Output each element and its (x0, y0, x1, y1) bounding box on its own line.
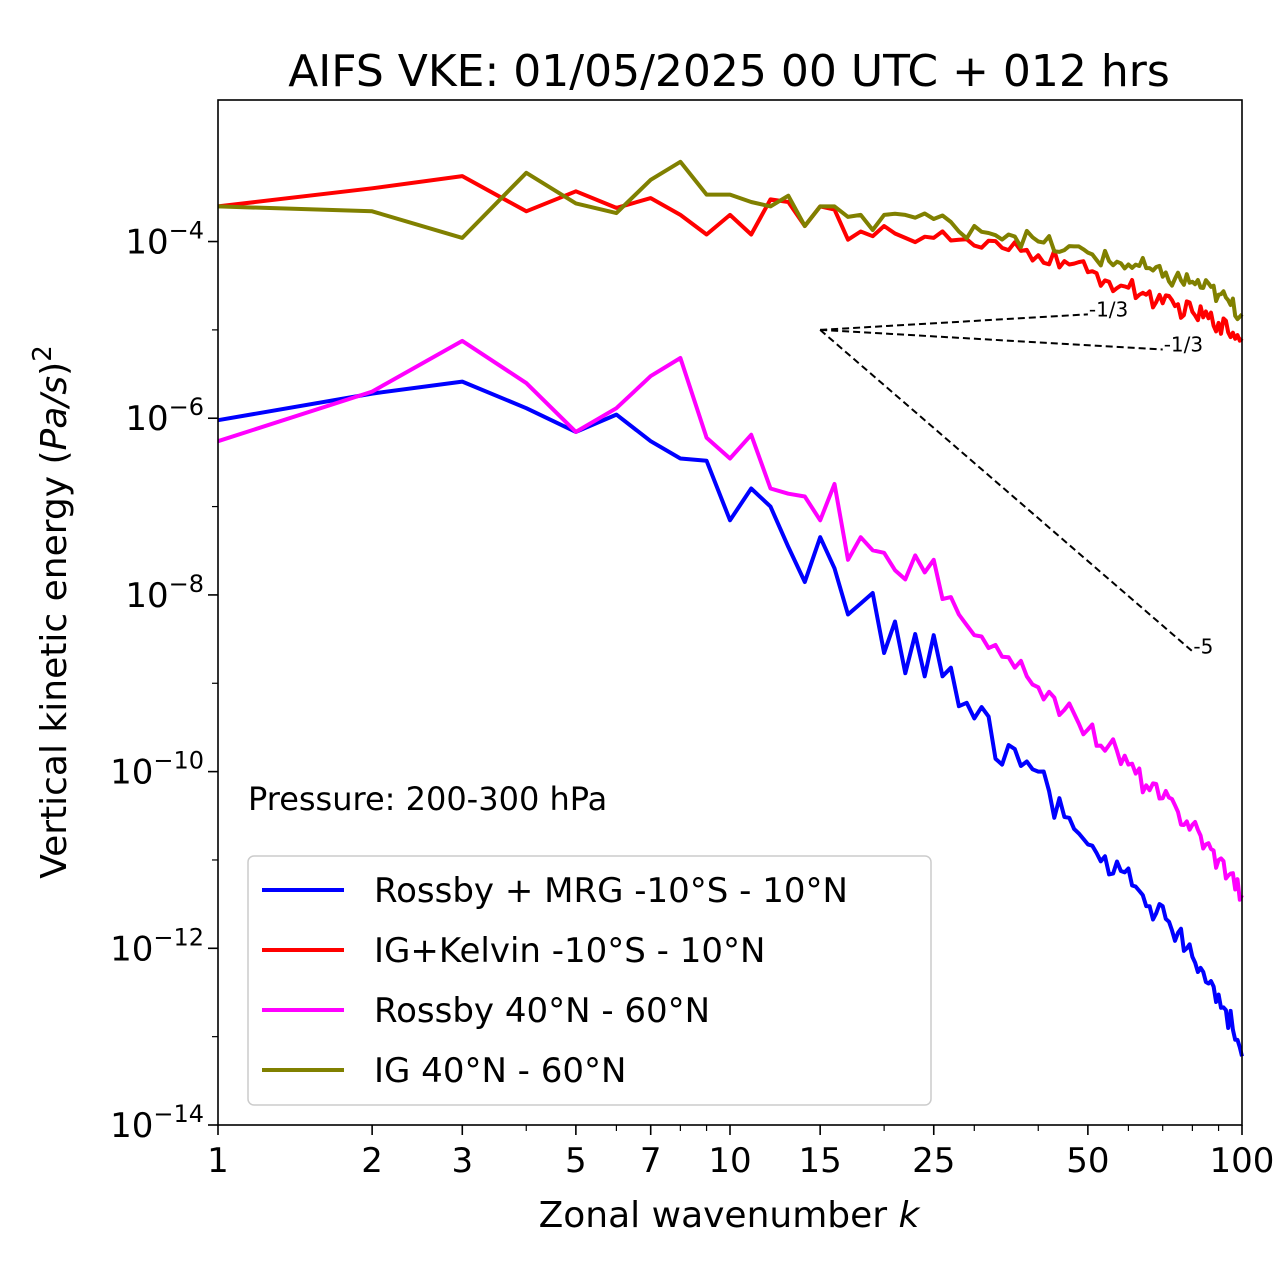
reference-label-3: -5 (1193, 634, 1213, 658)
y-tick-label: 10−8 (125, 570, 204, 616)
legend: Rossby + MRG -10°S - 10°N IG+Kelvin -10°S… (247, 855, 932, 1106)
pressure-annotation: Pressure: 200-300 hPa (248, 780, 607, 818)
x-tick-label: 5 (565, 1141, 587, 1181)
series-line-4 (217, 159, 1244, 322)
y-axis-label: Vertical kinetic energy (Pa/s)2 (28, 345, 75, 879)
series-line-1 (217, 379, 1244, 1057)
y-tick-label: 10−6 (125, 393, 204, 439)
x-tick-label: 3 (451, 1141, 473, 1181)
reference-label-1: -1/3 (1089, 297, 1128, 321)
x-tick-label: 10 (708, 1141, 751, 1181)
x-tick-label: 15 (799, 1141, 842, 1181)
legend-box (247, 855, 932, 1106)
reference-label-2: -1/3 (1164, 332, 1203, 356)
legend-label: IG+Kelvin -10°S - 10°N (374, 931, 765, 971)
chart-title: AIFS VKE: 01/05/2025 00 UTC + 012 hrs (288, 46, 1170, 97)
reference-line-3 (819, 329, 1194, 653)
reference-line-2 (820, 328, 1163, 351)
y-tick-label: 10−14 (110, 1100, 204, 1146)
x-tick-label: 25 (912, 1141, 955, 1181)
y-tick-label: 10−4 (125, 217, 204, 263)
y-tick-label: 10−10 (110, 747, 204, 793)
x-tick-label: 7 (640, 1141, 662, 1181)
series-line-2 (217, 174, 1244, 343)
x-tick-label: 100 (1210, 1141, 1275, 1181)
legend-label: IG 40°N - 60°N (374, 1051, 626, 1091)
x-tick-label: 1 (207, 1141, 229, 1181)
legend-label: Rossby + MRG -10°S - 10°N (374, 871, 848, 911)
x-tick-label: 50 (1066, 1141, 1109, 1181)
series-line-3 (217, 338, 1244, 902)
x-tick-label: 2 (361, 1141, 383, 1181)
reference-line-1 (820, 313, 1088, 331)
x-axis-label: Zonal wavenumber k (539, 1195, 922, 1236)
y-tick-label: 10−12 (110, 923, 204, 969)
legend-label: Rossby 40°N - 60°N (374, 991, 710, 1031)
